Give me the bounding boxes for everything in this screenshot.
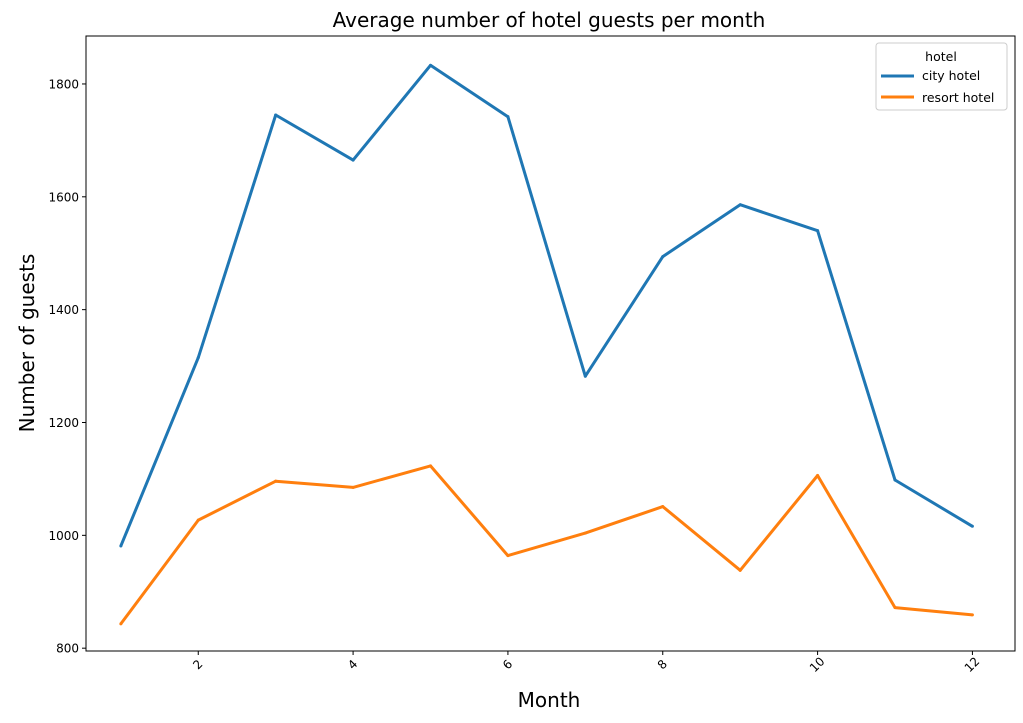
data-point-resort-hotel [970,613,974,617]
data-point-city-hotel [274,113,278,117]
legend: hotel city hotel resort hotel [875,42,1008,111]
data-point-city-hotel [196,356,200,360]
data-point-resort-hotel [274,479,278,483]
chart-title: Average number of hotel guests per month [333,8,766,32]
data-point-resort-hotel [506,554,510,558]
data-point-city-hotel [893,478,897,482]
y-tick-label: 1000 [48,529,79,543]
data-point-resort-hotel [196,518,200,522]
data-point-resort-hotel [816,474,820,478]
data-point-city-hotel [119,544,123,548]
data-point-resort-hotel [119,622,123,626]
data-point-resort-hotel [351,485,355,489]
data-point-city-hotel [816,229,820,233]
y-tick-label: 1200 [48,416,79,430]
data-point-resort-hotel [429,464,433,468]
legend-box [875,42,1008,111]
y-tick-label: 1800 [48,77,79,91]
series-line-city-hotel [119,63,974,547]
y-tick-label: 1400 [48,303,79,317]
data-point-resort-hotel [583,531,587,535]
data-point-city-hotel [661,255,665,259]
y-axis-title: Number of guests [15,254,39,433]
data-point-city-hotel [351,158,355,162]
legend-label-resort-hotel: resort hotel [922,90,994,105]
data-point-resort-hotel [893,606,897,610]
data-point-resort-hotel [661,505,665,509]
x-axis-title: Month [518,688,581,712]
data-point-city-hotel [429,63,433,67]
data-point-resort-hotel [738,568,742,572]
y-tick-label: 1600 [48,190,79,204]
legend-label-city-hotel: city hotel [922,68,980,83]
series-line-resort-hotel [119,464,973,625]
legend-title: hotel [925,49,957,64]
data-point-city-hotel [738,203,742,207]
data-point-city-hotel [970,524,974,528]
y-tick-label: 800 [56,642,79,656]
data-point-city-hotel [583,374,587,378]
axes-frame [85,35,1016,652]
data-point-city-hotel [506,115,510,119]
